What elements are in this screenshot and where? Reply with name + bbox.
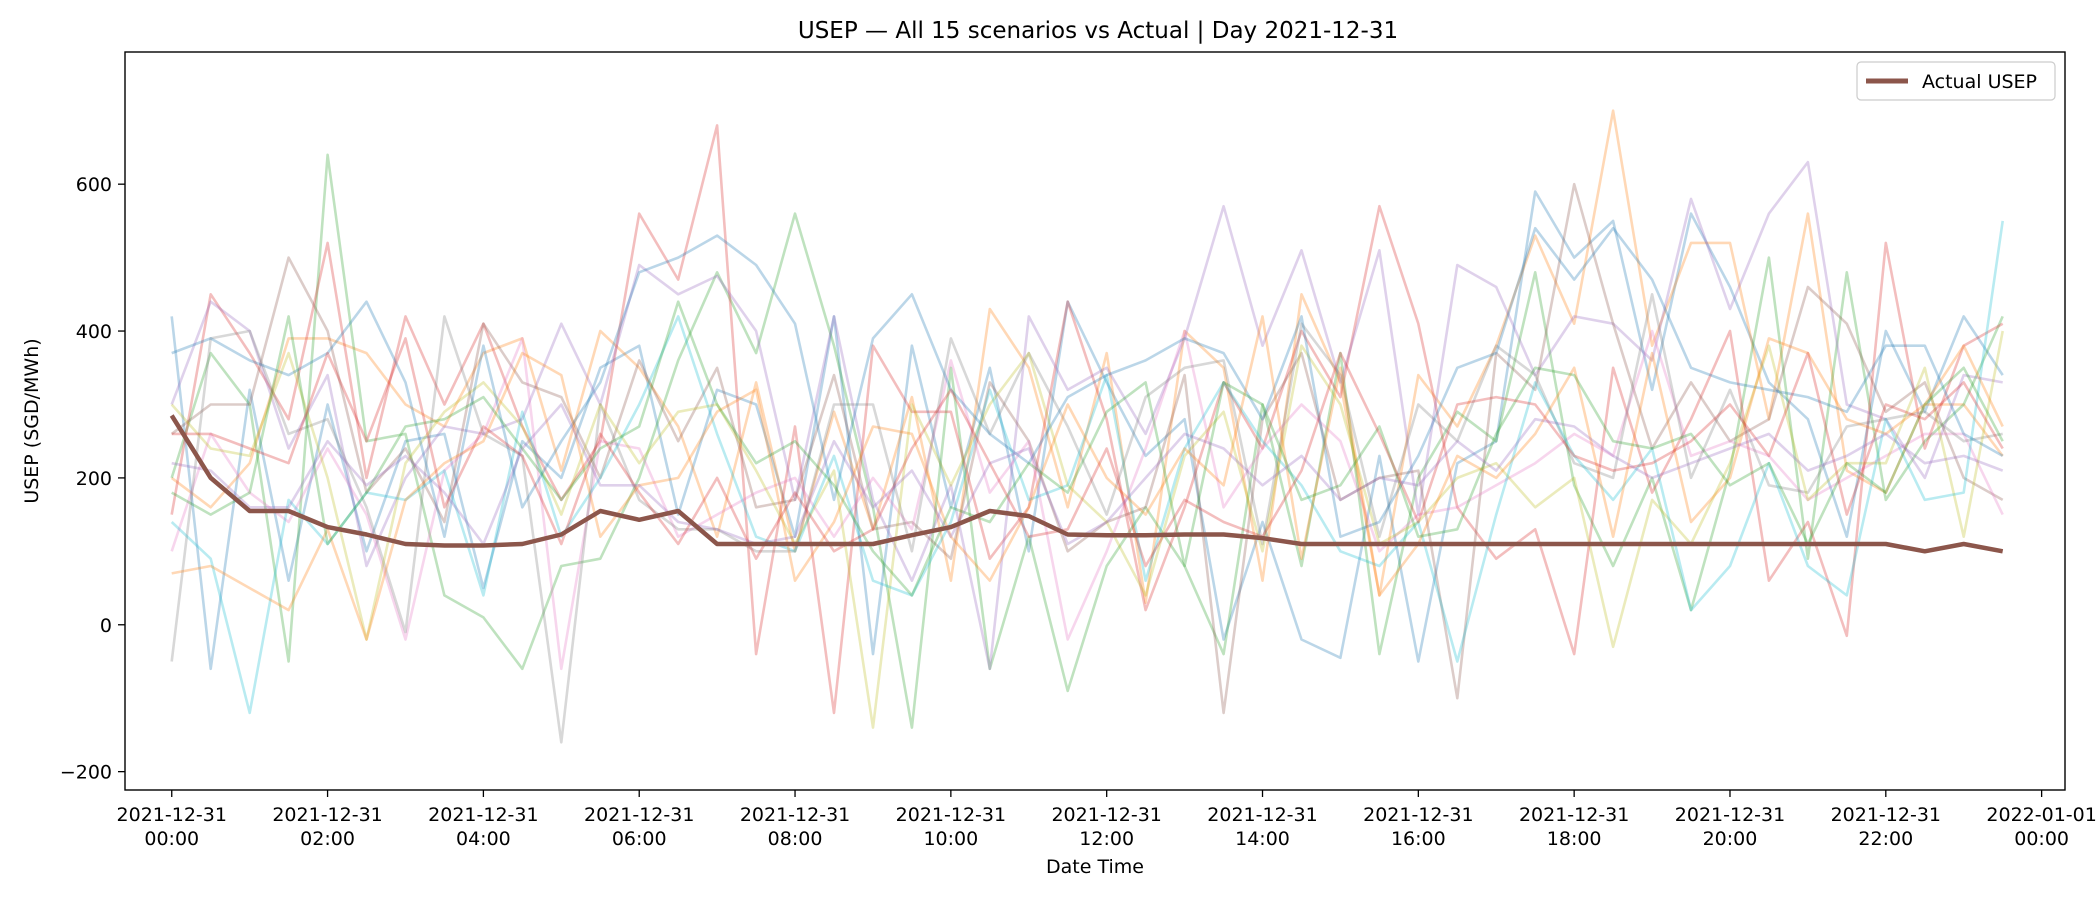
x-tick-label-date: 2021-12-31 (1207, 804, 1317, 826)
y-tick-label: 200 (76, 468, 112, 490)
actual-series (169, 414, 2004, 554)
x-tick-label-date: 2021-12-31 (1519, 804, 1629, 826)
scenario-lines (170, 109, 2004, 744)
x-tick-label-time: 16:00 (1391, 828, 1446, 850)
x-tick-label-date: 2021-12-31 (272, 804, 382, 826)
y-tick-label: 400 (76, 321, 112, 343)
y-axis: −200 0 200 400 600 (60, 174, 125, 784)
x-tick-label-time: 22:00 (1858, 828, 1913, 850)
scenario-line-4 (170, 124, 2004, 715)
x-tick-label-date: 2022-01-01 (1986, 804, 2096, 826)
scenario-line-8 (170, 292, 2003, 744)
x-tick-label-date: 2021-12-31 (1831, 804, 1941, 826)
scenario-line-5 (170, 160, 2003, 671)
scenario-line-2 (170, 109, 2004, 605)
scenario-line-14 (171, 337, 2004, 568)
scenario-line-10 (170, 220, 2004, 715)
chart-title: USEP — All 15 scenarios vs Actual | Day … (798, 18, 1398, 44)
scenario-line-7 (170, 329, 2004, 671)
x-tick-label-date: 2021-12-31 (1363, 804, 1473, 826)
scenario-line-3 (170, 153, 2004, 729)
legend-box (1856, 61, 2056, 101)
plot-frame (124, 51, 2066, 791)
x-tick-label-time: 10:00 (923, 828, 978, 850)
scenario-line-11 (171, 226, 2004, 539)
y-tick-label: 0 (100, 615, 112, 637)
y-tick-label: −200 (60, 762, 112, 784)
x-tick-label-time: 14:00 (1235, 828, 1290, 850)
x-tick-label-time: 18:00 (1547, 828, 1602, 850)
scenario-line-12 (171, 315, 2004, 641)
scenario-line-9 (170, 330, 2004, 729)
y-axis-label: USEP (SGD/MWh) (21, 338, 43, 503)
legend-label-actual: Actual USEP (1922, 71, 2037, 93)
x-tick-label-time: 12:00 (1079, 828, 1134, 850)
actual-usep-line (169, 414, 2004, 554)
x-axis: 2021-12-3100:002021-12-3102:002021-12-31… (117, 790, 2097, 850)
x-tick-label-time: 04:00 (456, 828, 511, 850)
x-tick-label-date: 2021-12-31 (1051, 804, 1161, 826)
x-tick-label-time: 00:00 (144, 828, 199, 850)
x-axis-label: Date Time (1046, 856, 1144, 878)
x-tick-label-date: 2021-12-31 (740, 804, 850, 826)
x-tick-label-date: 2021-12-31 (584, 804, 694, 826)
x-tick-label-time: 08:00 (768, 828, 823, 850)
x-tick-label-date: 2021-12-31 (1675, 804, 1785, 826)
x-tick-label-date: 2021-12-31 (896, 804, 1006, 826)
x-tick-label-time: 00:00 (2014, 828, 2069, 850)
x-tick-label-time: 20:00 (1703, 828, 1758, 850)
x-tick-label-time: 06:00 (612, 828, 667, 850)
legend: Actual USEP (1856, 61, 2056, 101)
x-tick-label-date: 2021-12-31 (428, 804, 538, 826)
scenario-line-13 (171, 300, 2004, 597)
scenario-line-1 (170, 190, 2004, 671)
x-tick-label-date: 2021-12-31 (117, 804, 227, 826)
x-tick-label-time: 02:00 (300, 828, 355, 850)
y-tick-label: 600 (76, 174, 112, 196)
